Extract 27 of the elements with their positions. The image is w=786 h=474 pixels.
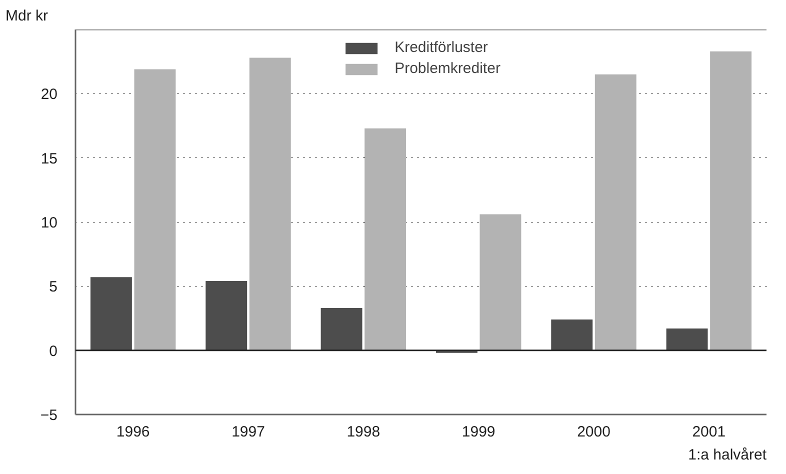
y-tick-label: 10: [40, 214, 58, 232]
bar: [90, 277, 132, 350]
y-tick-label: 15: [40, 150, 58, 168]
x-tick-label: 2000: [577, 424, 610, 440]
y-axis-title: Mdr kr: [6, 8, 48, 24]
x-tick-label: 1997: [232, 424, 265, 440]
y-tick-label: 20: [40, 86, 58, 104]
y-tick-label: 0: [49, 342, 58, 360]
bar: [480, 214, 522, 350]
bar: [594, 74, 636, 350]
legend-label: Kreditförluster: [394, 39, 488, 56]
y-tick-label: 5: [49, 278, 58, 296]
x-tick-label: 1996: [116, 424, 150, 440]
x-tick-label: 1999: [462, 424, 496, 440]
bar: [320, 308, 362, 350]
bar: [206, 281, 248, 350]
y-tick-label: −5: [40, 407, 58, 424]
x-tick-label: 1998: [346, 424, 380, 440]
legend-label: Problemkrediter: [394, 60, 500, 77]
bar: [666, 328, 708, 350]
bar: [364, 128, 406, 350]
bar: [134, 69, 176, 350]
bar: [551, 320, 593, 350]
x-tick-label: 2001: [692, 424, 726, 440]
text: 1:a halvåret: [688, 446, 768, 464]
bar: [710, 51, 752, 350]
bar: [249, 58, 291, 350]
